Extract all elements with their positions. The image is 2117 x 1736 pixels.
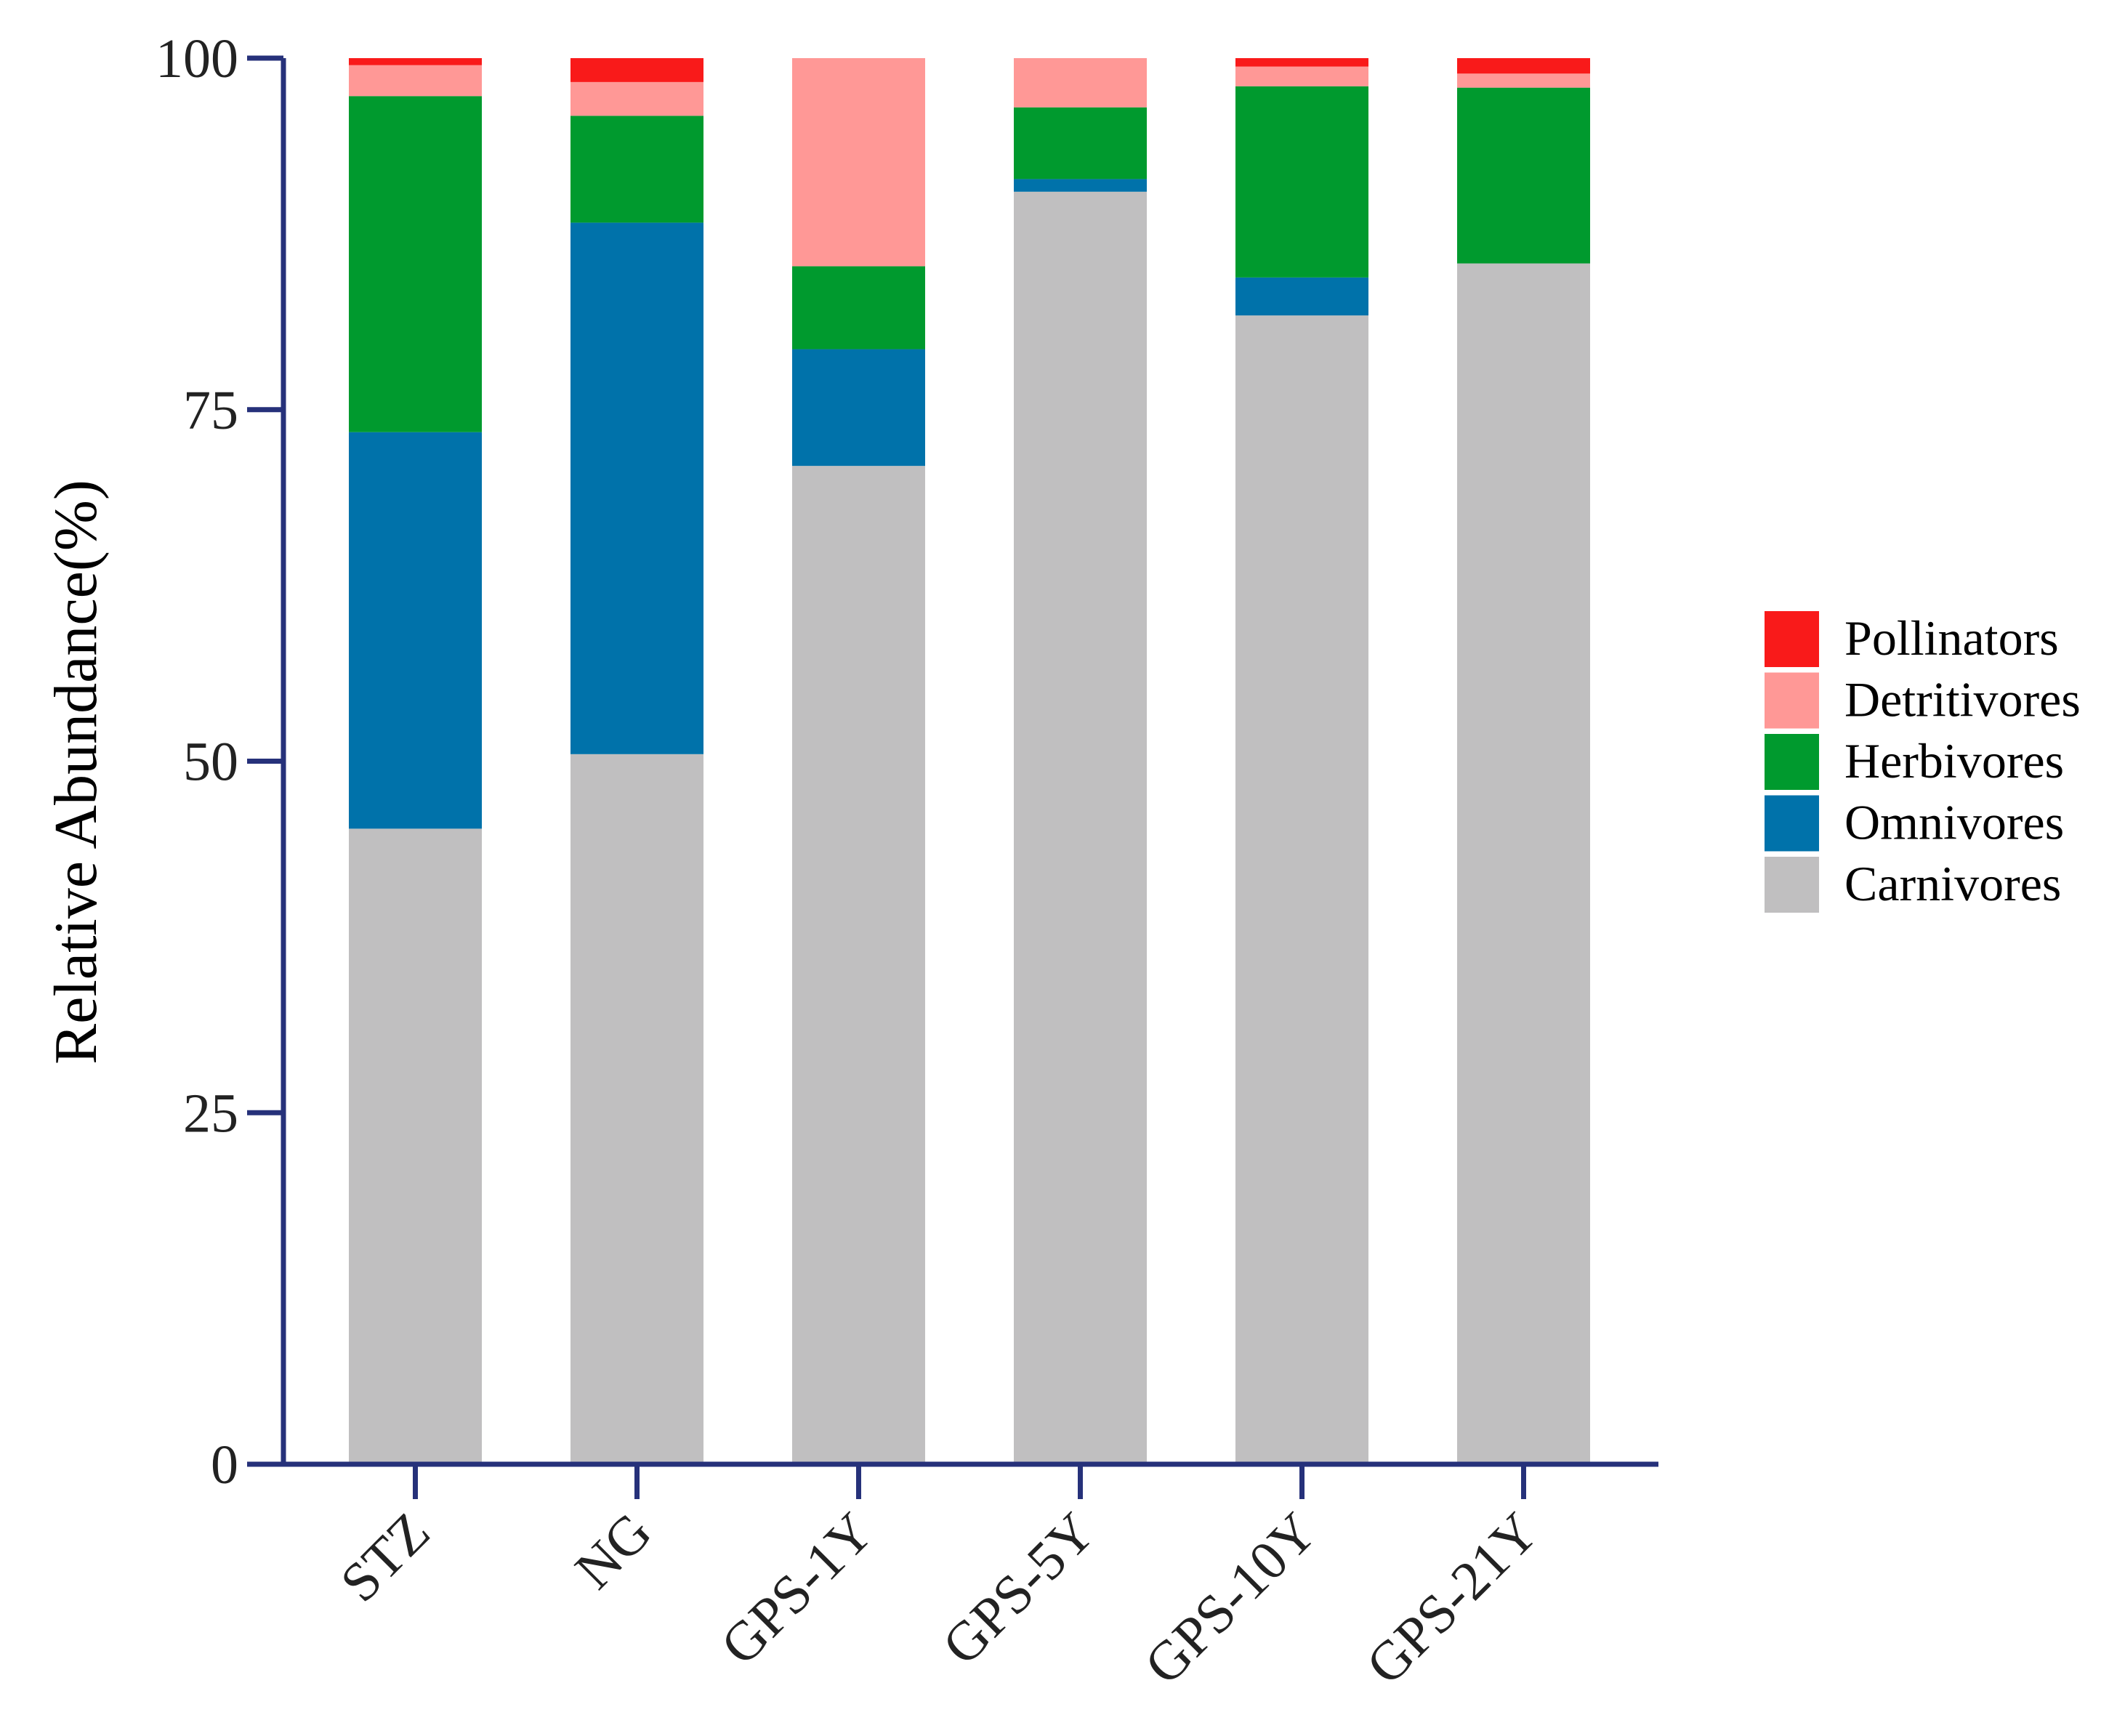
y-tick-label-0: 0 bbox=[211, 1434, 238, 1495]
bar-ng-carnivores bbox=[570, 754, 703, 1464]
legend-swatch-pollinators bbox=[1765, 611, 1819, 667]
y-tick-label-75: 75 bbox=[183, 380, 238, 441]
legend-label-omnivores: Omnivores bbox=[1844, 795, 2064, 850]
bar-gps-10y-omnivores bbox=[1235, 277, 1368, 316]
bar-ng-omnivores bbox=[570, 222, 703, 754]
bar-ng-herbivores bbox=[570, 116, 703, 223]
x-tick-label-ng: NG bbox=[563, 1501, 663, 1601]
bar-gps-5y-detritivores bbox=[1014, 58, 1147, 108]
bar-ng-detritivores bbox=[570, 81, 703, 116]
bar-gps-10y-pollinators bbox=[1235, 58, 1368, 67]
bar-stz-omnivores bbox=[349, 432, 482, 829]
bar-gps-10y-detritivores bbox=[1235, 66, 1368, 86]
legend-label-herbivores: Herbivores bbox=[1844, 733, 2064, 788]
bar-gps-5y-omnivores bbox=[1014, 179, 1147, 192]
legend-label-carnivores: Carnivores bbox=[1844, 856, 2061, 911]
legend-swatch-herbivores bbox=[1765, 734, 1819, 790]
legend-swatch-detritivores bbox=[1765, 672, 1819, 729]
bar-gps-21y-carnivores bbox=[1457, 263, 1590, 1464]
y-tick-label-100: 100 bbox=[156, 28, 238, 89]
bar-gps-1y-carnivores bbox=[792, 466, 925, 1464]
bar-gps-1y-herbivores bbox=[792, 266, 925, 350]
bar-gps-21y-herbivores bbox=[1457, 87, 1590, 264]
legend-label-pollinators: Pollinators bbox=[1844, 610, 2059, 666]
y-tick-label-50: 50 bbox=[183, 732, 238, 793]
x-tick-label-gps-10y: GPS-10Y bbox=[1133, 1501, 1328, 1696]
bar-stz-pollinators bbox=[349, 58, 482, 65]
bar-gps-21y-detritivores bbox=[1457, 73, 1590, 88]
x-tick-label-stz: STZ bbox=[329, 1501, 442, 1614]
bar-stz-carnivores bbox=[349, 828, 482, 1464]
bars-layer bbox=[349, 58, 1590, 1465]
bar-gps-1y-detritivores bbox=[792, 58, 925, 267]
bar-gps-5y-carnivores bbox=[1014, 191, 1147, 1465]
y-axis-title: Relative Abundance(%) bbox=[42, 480, 110, 1065]
bar-gps-5y-herbivores bbox=[1014, 107, 1147, 179]
axes-layer bbox=[247, 55, 1658, 1499]
legend: Pollinators Detritivores Herbivores Omnivor… bbox=[1765, 610, 2081, 913]
y-tick-label-25: 25 bbox=[183, 1083, 238, 1144]
bar-stz-detritivores bbox=[349, 65, 482, 97]
x-tick-label-gps-1y: GPS-1Y bbox=[709, 1501, 885, 1677]
bar-gps-1y-omnivores bbox=[792, 349, 925, 467]
legend-swatch-omnivores bbox=[1765, 795, 1819, 852]
bar-gps-21y-pollinators bbox=[1457, 58, 1590, 74]
x-tick-label-gps-21y: GPS-21Y bbox=[1355, 1501, 1549, 1696]
legend-label-detritivores: Detritivores bbox=[1844, 672, 2081, 727]
bar-ng-pollinators bbox=[570, 58, 703, 82]
x-tick-label-gps-5y: GPS-5Y bbox=[931, 1501, 1107, 1677]
bar-gps-10y-herbivores bbox=[1235, 86, 1368, 278]
bar-stz-herbivores bbox=[349, 96, 482, 432]
bar-gps-10y-carnivores bbox=[1235, 315, 1368, 1465]
legend-swatch-carnivores bbox=[1765, 857, 1819, 913]
